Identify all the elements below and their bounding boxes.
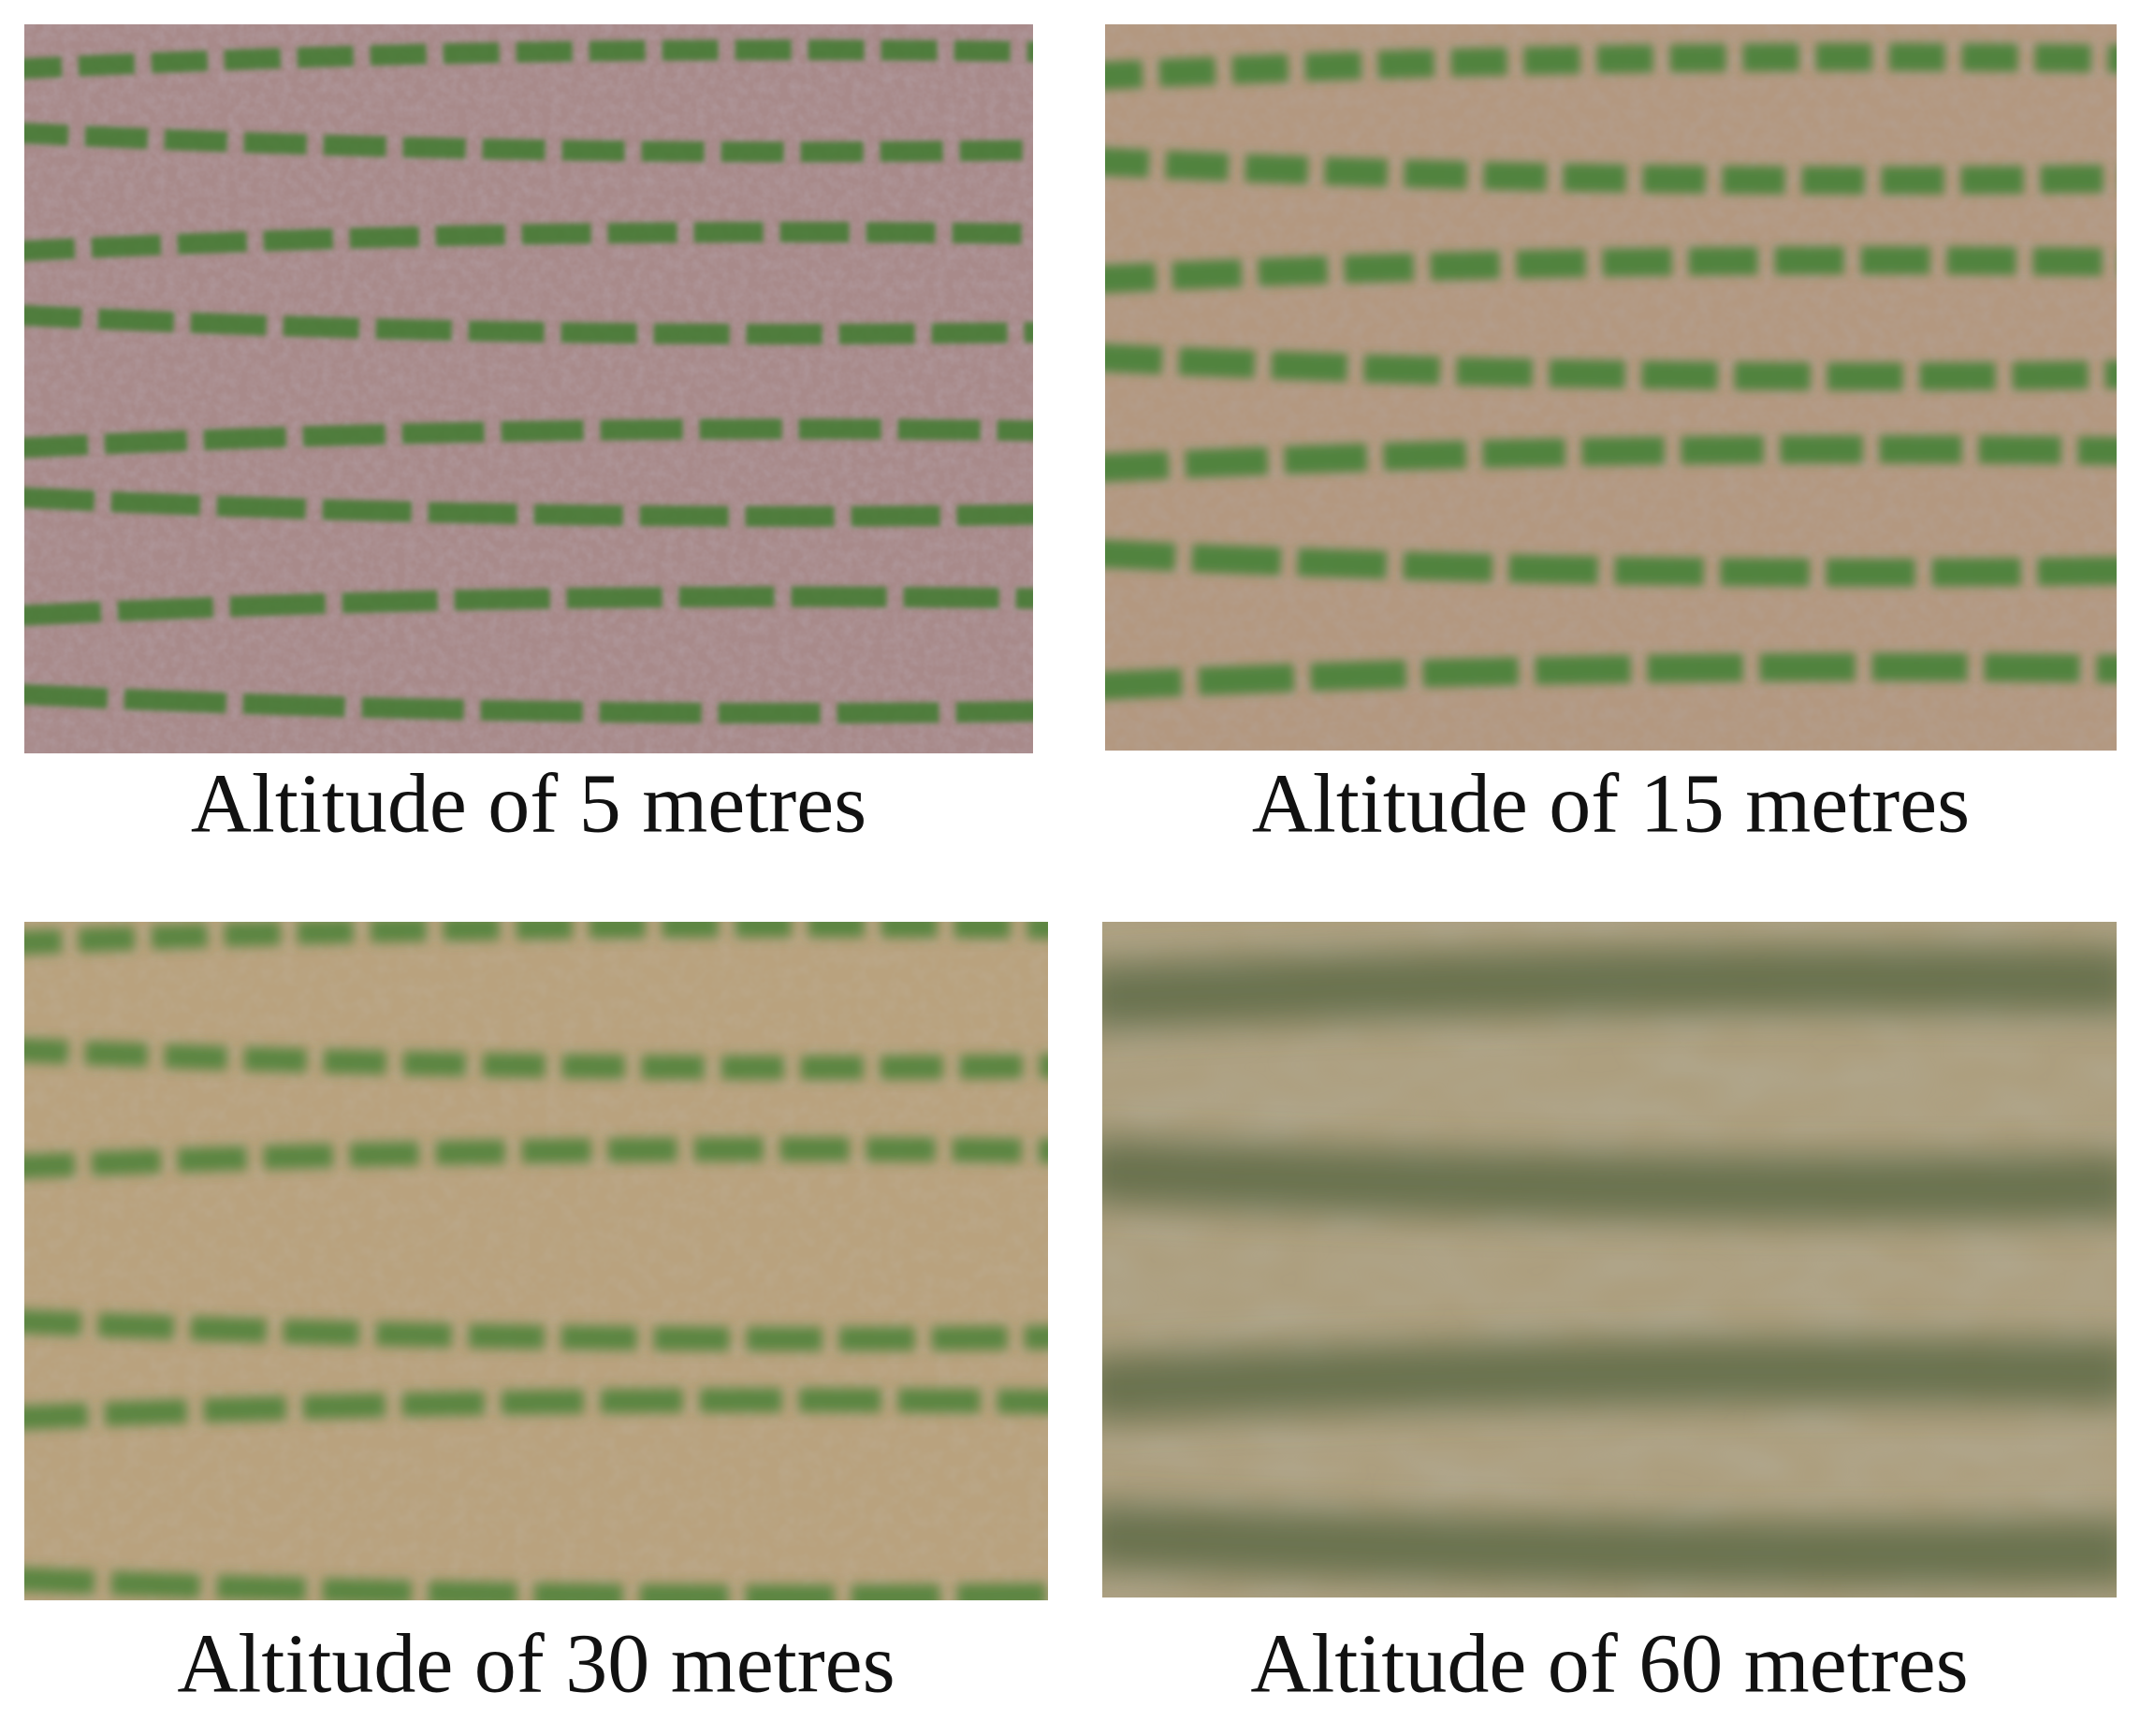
crop-row xyxy=(24,418,1033,459)
crop-row xyxy=(24,922,1048,956)
photo-content xyxy=(24,24,1033,753)
crop-rows xyxy=(1102,946,2117,1587)
photo-panel: Altitude of 30 metres xyxy=(24,922,1048,1711)
soil-texture xyxy=(24,922,1048,1600)
crop-row xyxy=(24,1567,1048,1600)
crop-rows xyxy=(24,39,1033,724)
crop-row xyxy=(24,1388,1048,1430)
photo-panel: Altitude of 60 metres xyxy=(1102,922,2117,1711)
photo-panel: Altitude of 5 metres xyxy=(24,24,1033,851)
crop-row xyxy=(1105,652,2117,700)
photo-panel: Altitude of 15 metres xyxy=(1105,24,2117,851)
crop-row xyxy=(24,222,1033,262)
crop-row xyxy=(24,1309,1048,1351)
crop-rows xyxy=(1105,42,2117,700)
crop-row xyxy=(1105,246,2117,294)
soil-texture xyxy=(1102,922,2117,1597)
crop-row xyxy=(1105,147,2117,195)
crop-row xyxy=(1105,343,2117,391)
photo-content xyxy=(1105,24,2117,751)
crop-row xyxy=(24,39,1033,80)
caption: Altitude of 15 metres xyxy=(1252,758,1970,851)
crop-row xyxy=(1105,434,2117,482)
crop-row xyxy=(1102,1138,2117,1222)
crop-row xyxy=(24,1038,1048,1080)
crop-row xyxy=(24,305,1033,345)
crop-row xyxy=(1102,1503,2117,1587)
caption: Altitude of 60 metres xyxy=(1250,1618,1968,1711)
crop-row xyxy=(1105,42,2117,90)
photo-content xyxy=(1102,922,2117,1597)
crop-row xyxy=(1105,539,2117,587)
crop-rows xyxy=(24,922,1048,1600)
crop-row xyxy=(1102,946,2117,1029)
crop-row xyxy=(24,487,1033,527)
caption: Altitude of 5 metres xyxy=(191,758,866,851)
caption: Altitude of 30 metres xyxy=(177,1618,895,1711)
photo-content xyxy=(24,922,1048,1600)
crop-row xyxy=(24,1136,1048,1179)
crop-row xyxy=(24,684,1033,724)
crop-row xyxy=(24,586,1033,626)
crop-row xyxy=(24,123,1033,163)
crop-row xyxy=(1102,1338,2117,1422)
